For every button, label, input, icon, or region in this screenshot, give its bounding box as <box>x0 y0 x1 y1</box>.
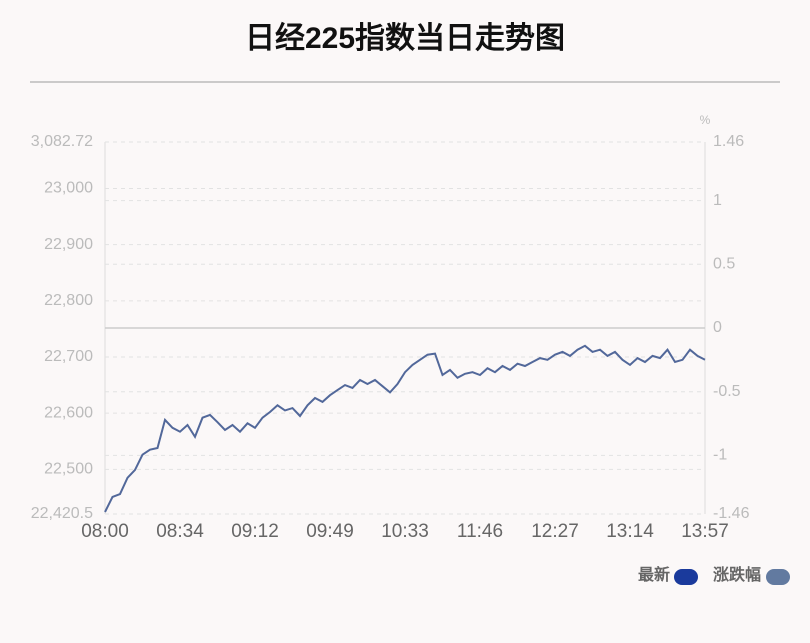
x-tick-label: 10:33 <box>381 521 429 542</box>
legend-swatch <box>674 569 698 585</box>
legend-label: 涨跌幅 <box>713 565 761 584</box>
y-tick-label: 22,420.5 <box>31 505 93 522</box>
y-tick-label: 22,800 <box>44 292 93 309</box>
y-tick-label: 23,000 <box>44 180 93 197</box>
price-line <box>104 344 706 513</box>
y-tick-label: 3,082.72 <box>31 133 93 150</box>
x-tick-label: 13:14 <box>606 521 654 542</box>
x-tick-label: 09:49 <box>306 521 354 542</box>
legend-label: 最新 <box>638 565 670 584</box>
chart-title: 日经225指数当日走势图 <box>245 21 565 55</box>
legend-swatch <box>766 569 790 585</box>
y2-tick-label: 0.5 <box>713 256 735 273</box>
x-tick-label: 09:12 <box>231 521 279 542</box>
y2-tick-label: 0 <box>713 319 722 336</box>
y-tick-label: 22,700 <box>44 348 93 365</box>
y-tick-label: 22,500 <box>44 461 93 478</box>
y2-tick-label: 1.46 <box>713 133 744 150</box>
y2-tick-label: -0.5 <box>713 383 741 400</box>
x-tick-label: 13:57 <box>681 521 729 542</box>
y2-tick-label: 1 <box>713 192 722 209</box>
x-tick-label: 12:27 <box>531 521 579 542</box>
y-tick-label: 22,900 <box>44 236 93 253</box>
x-tick-label: 11:46 <box>457 521 503 542</box>
y2-tick-label: -1.46 <box>713 505 750 522</box>
y-tick-label: 22,600 <box>44 404 93 421</box>
x-tick-label: 08:34 <box>156 521 204 542</box>
y2-tick-label: -1 <box>713 447 727 464</box>
y2-unit: % <box>700 113 711 127</box>
x-tick-label: 08:00 <box>81 521 129 542</box>
